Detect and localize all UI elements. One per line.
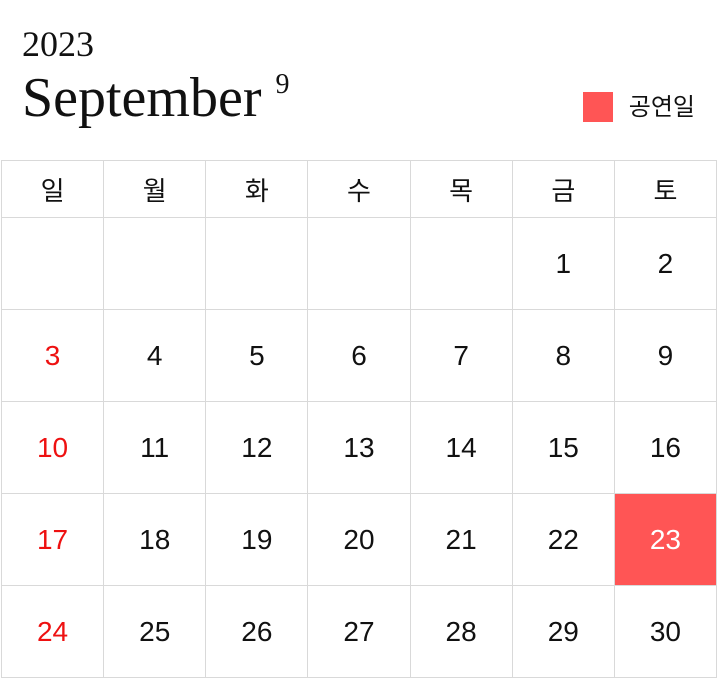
- weekday-header: 수: [307, 160, 411, 218]
- day-cell[interactable]: 21: [409, 493, 513, 586]
- day-cell[interactable]: 29: [511, 585, 615, 678]
- legend-swatch: [582, 92, 613, 122]
- calendar-grid: 일 월 화 수 목 금 토 1 2 3 4 5 6 7 8 9 1: [0, 160, 718, 678]
- day-cell[interactable]: 4: [103, 309, 207, 402]
- day-cell[interactable]: 10: [0, 401, 105, 494]
- day-cell[interactable]: 13: [307, 401, 411, 494]
- weekday-header: 금: [511, 160, 615, 218]
- day-cell[interactable]: [103, 217, 207, 310]
- weekday-header: 화: [205, 160, 309, 218]
- day-cell[interactable]: 1: [511, 217, 615, 310]
- day-cell[interactable]: 11: [103, 401, 207, 494]
- day-cell[interactable]: 6: [307, 309, 411, 402]
- day-cell[interactable]: 28: [409, 585, 513, 678]
- weekday-header: 목: [409, 160, 513, 218]
- weekday-header: 토: [613, 160, 718, 218]
- weekday-header: 월: [103, 160, 207, 218]
- week-row: 24 25 26 27 28 29 30: [0, 585, 718, 678]
- day-cell[interactable]: 5: [205, 309, 309, 402]
- month-number: 9: [275, 69, 290, 100]
- day-cell[interactable]: 7: [409, 309, 513, 402]
- day-cell[interactable]: 26: [205, 585, 309, 678]
- day-cell[interactable]: 3: [0, 309, 105, 402]
- day-cell[interactable]: [205, 217, 309, 310]
- day-cell[interactable]: 19: [205, 493, 309, 586]
- day-cell[interactable]: 12: [205, 401, 309, 494]
- day-cell[interactable]: 14: [409, 401, 513, 494]
- day-cell[interactable]: 9: [613, 309, 718, 402]
- day-cell[interactable]: 24: [0, 585, 105, 678]
- day-cell[interactable]: 16: [613, 401, 718, 494]
- weekday-header-row: 일 월 화 수 목 금 토: [0, 160, 718, 218]
- day-cell[interactable]: 22: [511, 493, 615, 586]
- week-row: 10 11 12 13 14 15 16: [0, 401, 718, 494]
- day-cell[interactable]: 27: [307, 585, 411, 678]
- day-cell[interactable]: 17: [0, 493, 105, 586]
- day-cell[interactable]: 25: [103, 585, 207, 678]
- day-cell[interactable]: 15: [511, 401, 615, 494]
- day-cell[interactable]: [0, 217, 105, 310]
- week-row: 1 2: [0, 217, 718, 310]
- day-cell[interactable]: 20: [307, 493, 411, 586]
- day-cell[interactable]: 18: [103, 493, 207, 586]
- week-row: 17 18 19 20 21 22 23: [0, 493, 718, 586]
- month-heading: September 9: [22, 66, 289, 130]
- day-cell[interactable]: 8: [511, 309, 615, 402]
- weekday-header: 일: [0, 160, 105, 218]
- month-name: September: [22, 67, 262, 129]
- legend: 공연일: [582, 92, 695, 122]
- legend-label: 공연일: [628, 93, 695, 121]
- event-day-cell[interactable]: 23: [613, 493, 718, 586]
- year-label: 2023: [22, 24, 94, 64]
- week-row: 3 4 5 6 7 8 9: [0, 309, 718, 402]
- day-cell[interactable]: [307, 217, 411, 310]
- day-cell[interactable]: [409, 217, 513, 310]
- day-cell[interactable]: 30: [613, 585, 718, 678]
- day-cell[interactable]: 2: [613, 217, 718, 310]
